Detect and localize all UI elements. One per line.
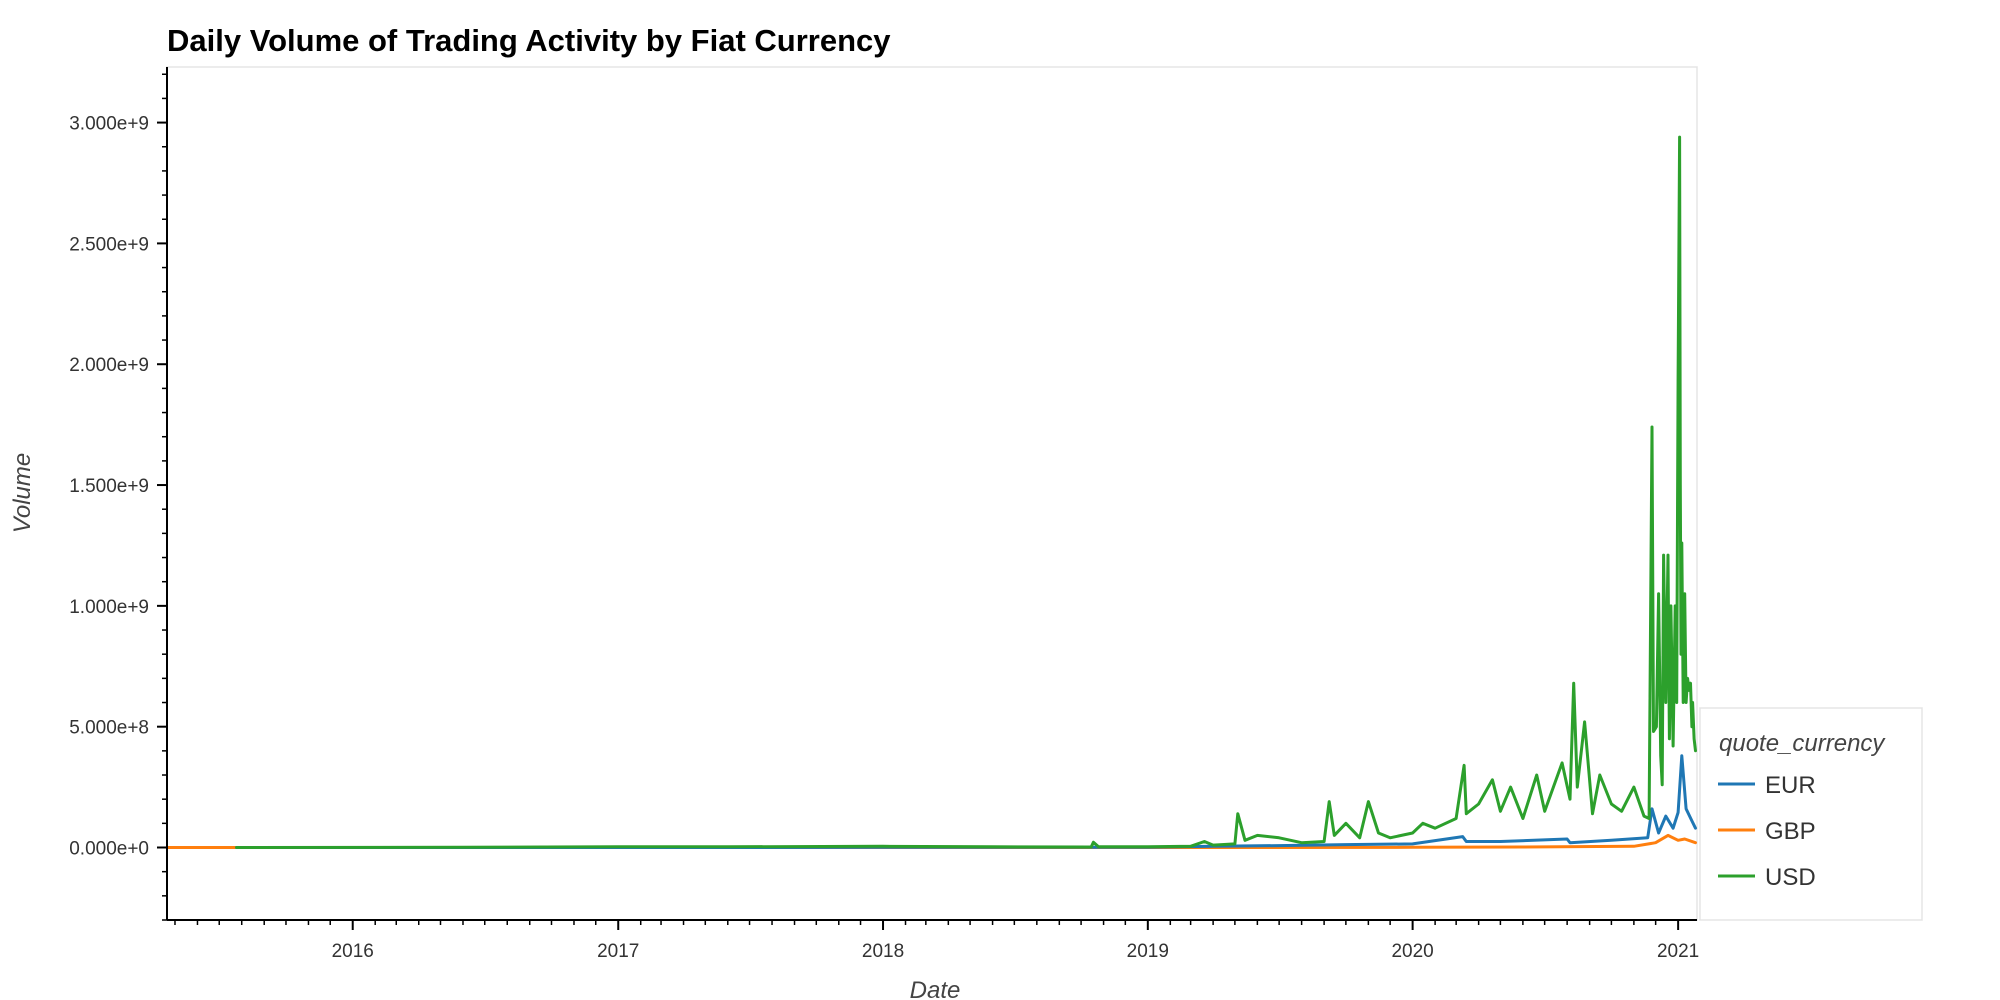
y-tick-label: 0.000e+0: [69, 839, 149, 860]
y-axis-ticks: 0.000e+0 5.000e+8 1.000e+9 1.500e+9 2.000e+9…: [69, 73, 167, 921]
series-layer: [165, 135, 1697, 849]
y-tick-label: 2.500e+9: [69, 234, 149, 255]
legend: quote_currency EUR GBP USD: [1699, 707, 1923, 921]
x-tick-label: 2018: [862, 941, 904, 962]
legend-label-usd: USD: [1765, 864, 1816, 891]
legend-label-eur: EUR: [1765, 772, 1816, 799]
x-axis-title: Date: [910, 977, 961, 1000]
x-tick-label: 2016: [332, 941, 374, 962]
y-tick-label: 1.000e+9: [69, 597, 149, 618]
chart-title: Daily Volume of Trading Activity by Fiat…: [167, 23, 891, 58]
x-tick-label: 2021: [1657, 941, 1699, 962]
y-tick-label: 2.000e+9: [69, 355, 149, 376]
x-tick-label: 2019: [1127, 941, 1169, 962]
legend-label-gbp: GBP: [1765, 818, 1816, 845]
series-line-usd: [235, 135, 1697, 849]
axis-layer: [166, 67, 1697, 921]
y-axis-title: Volume: [9, 453, 36, 533]
x-tick-label: 2020: [1391, 941, 1433, 962]
plot-area: [166, 66, 1698, 921]
y-tick-label: 5.000e+8: [69, 718, 149, 739]
y-tick-label: 3.000e+9: [69, 114, 149, 135]
legend-box: [1699, 707, 1923, 921]
y-tick-label: 1.500e+9: [69, 476, 149, 497]
x-tick-label: 2017: [597, 941, 639, 962]
legend-title: quote_currency: [1719, 730, 1886, 757]
legend-items: EUR GBP USD: [1718, 772, 1816, 891]
x-axis-ticks: 2016 2017 2018 2019 2020 2021: [174, 920, 1699, 962]
